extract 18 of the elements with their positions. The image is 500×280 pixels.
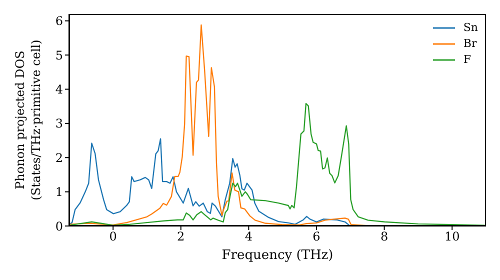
y-tick-label: 4: [55, 82, 64, 96]
y-tick-label: 5: [55, 48, 63, 62]
legend-label: Sn: [463, 20, 478, 36]
y-tick-label: 0: [55, 219, 63, 234]
legend-label: F: [463, 52, 472, 68]
y-tick-label: 6: [55, 14, 63, 28]
x-tick-label: 2: [177, 230, 185, 244]
x-tick-label: 4: [244, 230, 253, 244]
y-tick-label: 3: [55, 116, 63, 131]
y-axis-title: Phonon projected DOS (States/THz·primitive cell): [13, 40, 43, 200]
x-axis-title: Frequency (THz): [220, 248, 334, 263]
x-tick-label: 10: [444, 230, 460, 244]
y-tick-label: 2: [55, 150, 63, 165]
x-tick-label: 0: [109, 230, 117, 244]
x-tick-label: 8: [380, 230, 388, 244]
y-tick-label: 1: [55, 185, 63, 200]
x-tick-label: 6: [312, 230, 320, 244]
legend-label: Br: [463, 36, 477, 52]
